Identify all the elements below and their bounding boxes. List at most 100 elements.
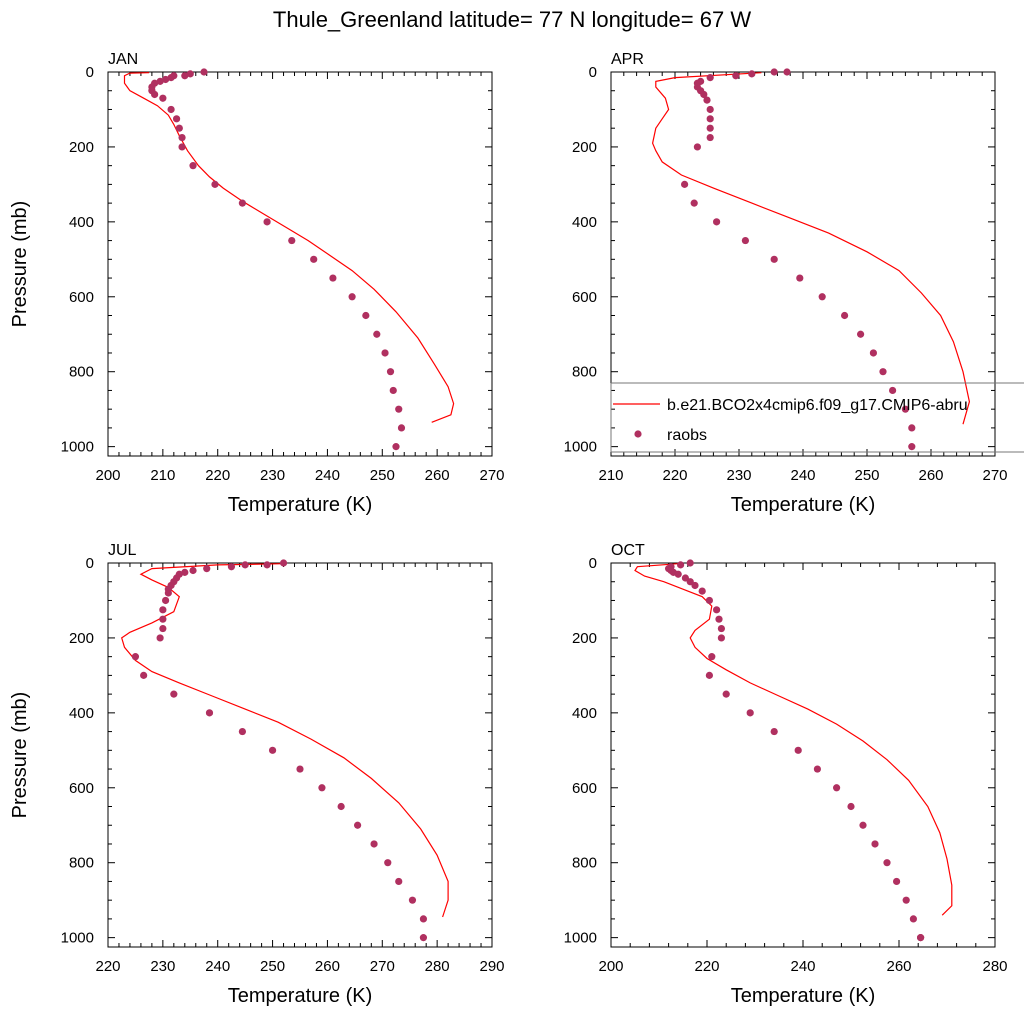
raobs-point <box>178 143 186 151</box>
raobs-point <box>159 94 167 102</box>
raobs-point <box>159 606 167 614</box>
raobs-point <box>381 349 389 357</box>
raobs-point <box>392 443 400 451</box>
raobs-point <box>857 330 865 338</box>
raobs-point <box>748 70 756 78</box>
panel-label: JUL <box>108 542 137 559</box>
raobs-point <box>677 561 685 569</box>
raobs-point <box>708 653 716 661</box>
raobs-point <box>794 746 802 754</box>
raobs-point <box>395 405 403 413</box>
x-tick-label: 240 <box>790 958 815 975</box>
raobs-point <box>741 236 750 245</box>
plot-frame <box>610 562 996 948</box>
raobs-point <box>908 424 916 432</box>
raobs-point <box>159 624 167 633</box>
y-tick-label: 800 <box>572 855 597 872</box>
x-tick-label: 230 <box>726 467 751 484</box>
raobs-point <box>354 821 362 829</box>
raobs-point <box>796 274 804 282</box>
raobs-point <box>717 624 726 633</box>
raobs-point <box>318 784 326 792</box>
raobs-point <box>893 877 901 886</box>
y-tick-label: 400 <box>572 214 597 231</box>
x-tick-label: 250 <box>854 467 879 484</box>
raobs-point <box>818 293 826 301</box>
raobs-point <box>833 784 841 792</box>
raobs-point <box>227 563 236 571</box>
raobs-point <box>200 68 208 76</box>
x-axis-label: Temperature (K) <box>228 985 373 1007</box>
raobs-point <box>279 559 288 567</box>
raobs-point <box>203 565 211 573</box>
raobs-point <box>167 74 175 82</box>
raobs-point <box>889 386 897 395</box>
legend-obs-label: raobs <box>667 427 707 444</box>
panel-jul: 220 230 240 250 260 270 280 290 0 200 400 600 800 100… <box>9 542 505 1007</box>
raobs-point <box>186 70 194 78</box>
raobs-point <box>908 443 916 451</box>
y-tick-label: 600 <box>572 289 597 306</box>
raobs-point <box>705 596 714 605</box>
panel-label: OCT <box>611 542 645 559</box>
raobs-point <box>310 255 318 263</box>
x-tick-label: 280 <box>982 958 1007 975</box>
legend-obs-swatch <box>634 430 642 438</box>
x-tick-label: 260 <box>425 467 450 484</box>
figure-title: Thule_Greenland latitude= 77 N longitude… <box>273 7 751 32</box>
raobs-point <box>686 559 694 567</box>
raobs-point <box>703 96 711 104</box>
y-tick-label: 600 <box>572 780 597 797</box>
x-tick-label: 240 <box>790 467 815 484</box>
x-tick-label: 230 <box>150 958 175 975</box>
raobs-point <box>674 570 682 578</box>
raobs-point <box>706 124 714 132</box>
raobs-point <box>362 311 370 320</box>
y-tick-label: 800 <box>69 855 94 872</box>
raobs-point <box>859 821 867 829</box>
raobs-point <box>883 859 891 867</box>
y-tick-label: 800 <box>572 364 597 381</box>
raobs-point <box>170 690 178 698</box>
raobs-point <box>690 199 698 207</box>
raobs-point <box>717 634 726 642</box>
x-tick-label: 260 <box>315 958 340 975</box>
raobs-point <box>847 802 855 811</box>
raobs-point <box>706 115 714 123</box>
y-axis-label: Pressure (mb) <box>9 692 31 819</box>
y-tick-label: 600 <box>69 780 94 797</box>
raobs-point <box>841 311 849 320</box>
raobs-point <box>268 746 277 754</box>
raobs-point <box>263 218 271 226</box>
raobs-point <box>140 671 148 679</box>
x-tick-label: 230 <box>260 467 285 484</box>
y-tick-label: 0 <box>589 64 597 81</box>
y-tick-label: 1000 <box>61 930 94 947</box>
raobs-point <box>288 236 296 245</box>
model-profile-line <box>120 563 449 918</box>
raobs-point <box>706 74 714 82</box>
model-profile-line <box>123 72 455 423</box>
raobs-point <box>715 615 723 623</box>
raobs-point <box>175 124 183 132</box>
panel-jan: 200 210 220 230 240 250 260 270 0 200 400 600 800 100… <box>9 51 505 516</box>
x-tick-label: 290 <box>479 958 504 975</box>
raobs-point <box>162 596 170 605</box>
x-tick-label: 240 <box>315 467 340 484</box>
raobs-point <box>386 368 395 376</box>
raobs-point <box>770 255 778 263</box>
raobs-point <box>783 68 791 76</box>
x-tick-label: 220 <box>662 467 687 484</box>
raobs-point <box>164 589 172 597</box>
raobs-point <box>879 368 887 376</box>
y-tick-label: 1000 <box>564 930 597 947</box>
raobs-point <box>189 162 197 170</box>
raobs-point <box>189 566 197 575</box>
panel-label: APR <box>611 51 644 68</box>
y-tick-label: 0 <box>589 555 597 572</box>
raobs-point <box>211 180 219 188</box>
raobs-point <box>162 75 170 84</box>
raobs-point <box>296 765 304 773</box>
legend-model-label: b.e21.BCO2x4cmip6.f09_g17.CMIP6-abru <box>667 397 968 414</box>
raobs-point <box>713 606 721 614</box>
